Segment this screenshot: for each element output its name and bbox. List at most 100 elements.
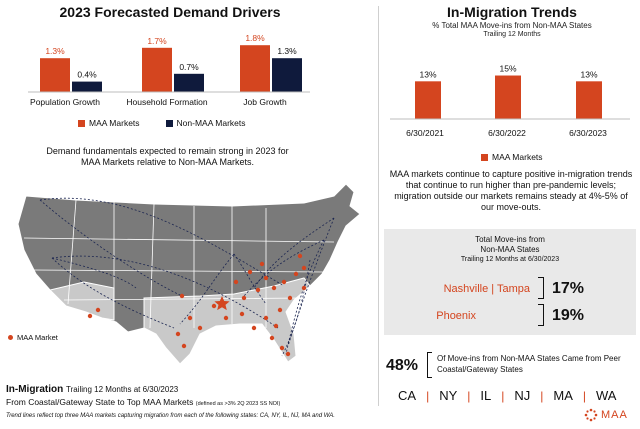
state-borders — [23, 199, 335, 329]
stat-text: Of Move-ins from Non-MAA States Came fro… — [437, 354, 621, 374]
maa-logo-text: MAA — [601, 409, 628, 421]
us-map — [17, 183, 361, 365]
state-sep: | — [582, 388, 586, 403]
map-dot-icon — [259, 261, 265, 267]
bar-non-maa-2 — [272, 58, 302, 92]
stat-bracket — [427, 352, 432, 378]
state-sep: | — [501, 388, 505, 403]
move-ins-panel — [384, 229, 636, 335]
maa-region — [143, 277, 311, 365]
map-dot-icon — [175, 331, 181, 337]
panel-title: Total Move-ins from — [475, 235, 545, 244]
migration-lines — [39, 197, 335, 357]
trends-paragraph: MAA markets continue to capture positive… — [389, 169, 633, 212]
map-dot-icon — [181, 343, 187, 349]
maa-logo: MAA — [584, 408, 628, 422]
stat-value: 48% — [386, 357, 419, 374]
bar-label-maa-0: 1.3% — [45, 46, 65, 56]
panel-row-0-bracket — [538, 277, 544, 299]
state-sep: | — [467, 388, 471, 403]
map-dot-icon — [301, 265, 307, 271]
im-legend-swatch — [481, 153, 488, 161]
demand-drivers-title: 2023 Forecasted Demand Drivers — [59, 4, 281, 20]
map-dot-icon — [271, 285, 277, 291]
bar-label-non-maa-2: 1.3% — [277, 46, 297, 56]
cat-label-1: Household Formation — [126, 97, 208, 107]
in-migration-title: In-Migration — [6, 384, 64, 395]
map-dot-icon — [241, 295, 247, 301]
trends-subtitle2: Trailing 12 Months — [483, 31, 541, 38]
legend-swatch-maa — [78, 119, 85, 127]
bar-maa-0 — [40, 58, 70, 92]
bar-maa-2 — [240, 45, 270, 92]
panel-title2: Non-MAA States — [480, 245, 540, 254]
im-bar-2 — [576, 81, 602, 119]
demand-drivers-chart: 1.3% 1.7% 1.8% 0.4% 0.7% 1.3% — [28, 33, 310, 93]
map-dot-icon — [269, 335, 275, 341]
footnote: Trend lines reflect top three MAA market… — [6, 413, 335, 419]
in-migration-subtitle: Trailing 12 Months at 6/30/2023 — [66, 385, 179, 394]
panel-row-1-value: 19% — [552, 307, 585, 324]
map-dot-icon — [301, 285, 307, 291]
map-dot-icon — [285, 351, 291, 357]
legend-label-non-maa: Non-MAA Markets — [176, 118, 246, 128]
panel-row-0-value: 17% — [552, 280, 585, 297]
bar-non-maa-0 — [72, 81, 102, 92]
map-dot-icon — [95, 307, 101, 313]
im-cat-0: 6/30/2021 — [406, 128, 444, 138]
maa-logo-icon — [584, 408, 598, 422]
map-legend-dot-icon — [8, 335, 13, 340]
im-legend: MAA Markets — [481, 152, 543, 162]
map-dot-icon — [211, 303, 217, 309]
map-dot-icon — [251, 325, 257, 331]
in-migration-chart: 13% 15% 13% — [390, 64, 630, 120]
map-dot-icon — [187, 315, 193, 321]
state-sep: | — [426, 388, 430, 403]
in-migration-line2-note: (defined as >3% 2Q 2023 SS NOI) — [195, 401, 281, 407]
state-4: MA — [553, 388, 573, 403]
demand-legend: MAA Markets Non-MAA Markets — [78, 118, 246, 128]
in-migration-heading: In-Migration Trailing 12 Months at 6/30/… — [6, 384, 178, 395]
map-dot-icon — [263, 275, 269, 281]
state-2: IL — [480, 388, 492, 403]
headquarters-star-icon — [214, 296, 230, 311]
im-bar-label-1: 15% — [499, 64, 516, 74]
state-5: WA — [595, 388, 617, 403]
in-migration-line2: From Coastal/Gateway State to Top MAA Ma… — [6, 397, 280, 407]
map-dot-icon — [273, 323, 279, 329]
map-legend-label: MAA Market — [17, 333, 58, 342]
map-dot-icon — [281, 279, 287, 285]
panel-subtitle: Trailing 12 Months at 6/30/2023 — [460, 256, 560, 263]
legend-label-maa: MAA Markets — [89, 118, 140, 128]
map-dot-icon — [263, 315, 269, 321]
bar-label-non-maa-0: 0.4% — [77, 70, 97, 80]
state-0: CA — [398, 388, 417, 403]
cat-label-2: Job Growth — [243, 97, 287, 107]
states-row: CA | NY | IL | NJ | MA | WA — [398, 388, 616, 403]
in-migration-line2-text: From Coastal/Gateway State to Top MAA Ma… — [6, 397, 194, 407]
map-dot-icon — [179, 293, 185, 299]
bar-label-non-maa-1: 0.7% — [179, 62, 199, 72]
state-3: NJ — [514, 388, 531, 403]
state-sep: | — [540, 388, 544, 403]
map-legend: MAA Market — [8, 333, 58, 342]
in-migration-trends-title: In-Migration Trends — [447, 4, 577, 20]
panel-row-0-name: Nashville | Tampa — [443, 283, 530, 295]
im-bar-1 — [495, 75, 521, 119]
column-divider — [378, 6, 379, 406]
cat-label-0: Population Growth — [30, 97, 100, 107]
bar-label-maa-1: 1.7% — [147, 36, 167, 46]
panel-row-1-name: Phoenix — [436, 310, 476, 322]
map-dot-icon — [87, 313, 93, 319]
map-dot-icon — [247, 269, 253, 275]
map-dot-icon — [293, 271, 299, 277]
map-dot-icon — [277, 307, 283, 313]
map-dot-icon — [223, 315, 229, 321]
im-bar-label-2: 13% — [580, 69, 597, 79]
im-cat-1: 6/30/2022 — [488, 128, 526, 138]
im-cat-2: 6/30/2023 — [569, 128, 607, 138]
state-1: NY — [439, 388, 458, 403]
map-dot-icon — [255, 287, 261, 293]
demand-caption: Demand fundamentals expected to remain s… — [46, 146, 289, 167]
map-dot-icon — [233, 279, 239, 285]
